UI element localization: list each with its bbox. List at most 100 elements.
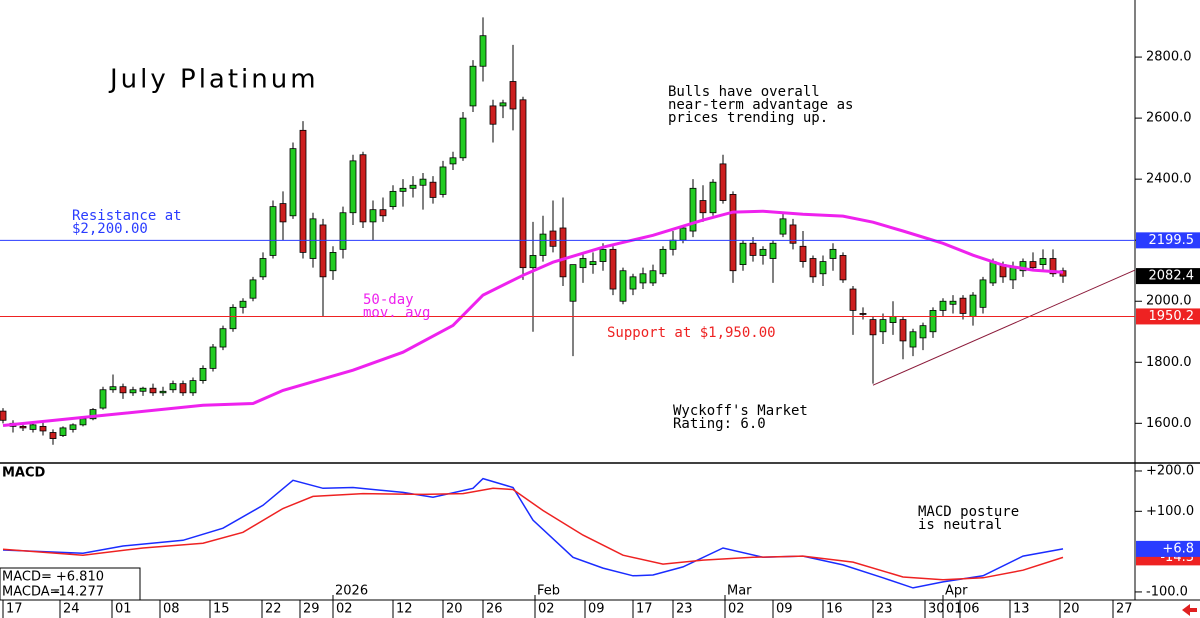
x-tick-label: 02 — [538, 602, 555, 617]
candle-body — [1009, 267, 1017, 281]
candle-body — [369, 209, 377, 223]
x-tick-label: 30 — [928, 602, 945, 617]
x-tick-label: 20 — [446, 602, 463, 617]
candle-body — [759, 248, 767, 256]
annotation-line: near-term advantage as — [668, 97, 853, 113]
x-tick-label: 23 — [876, 602, 893, 617]
x-tick-label: 01 — [946, 602, 963, 617]
candle-body — [959, 297, 967, 314]
y-tick-label: +100.0 — [1146, 504, 1194, 519]
candle-body — [179, 383, 187, 394]
candle-body — [799, 245, 807, 262]
value-marker-label: 2199.5 — [1149, 233, 1195, 248]
x-tick-label: 15 — [213, 602, 230, 617]
candle-body — [449, 157, 457, 165]
annotation-line: MACD posture — [918, 504, 1019, 520]
candle-body — [839, 255, 847, 281]
annotation-line: mov. avg — [363, 305, 430, 321]
candle-body — [949, 300, 957, 305]
annotation-line: Wyckoff's Market — [673, 403, 808, 419]
candle-body — [419, 178, 427, 186]
candle-body — [639, 273, 647, 284]
overlay-layer: 1600.01800.02000.02200.02400.02600.02800… — [2, 50, 1200, 617]
candle-body — [869, 319, 877, 336]
candle-body — [379, 209, 387, 217]
candle-body — [0, 410, 7, 421]
y-tick-label: 1800.0 — [1146, 355, 1192, 370]
candle-body — [669, 239, 677, 250]
candle-body — [219, 328, 227, 348]
candle-body — [899, 319, 907, 342]
annotation-line: Rating: 6.0 — [673, 416, 766, 432]
month-label: Apr — [945, 584, 968, 599]
x-tick-label: 13 — [1013, 602, 1030, 617]
candle-body — [1029, 261, 1037, 269]
panel-title: MACD — [2, 466, 46, 481]
candle-body — [809, 258, 817, 278]
x-tick-label: 08 — [163, 602, 180, 617]
annotation-line: prices trending up. — [668, 110, 828, 126]
candle-body — [609, 248, 617, 290]
candle-body — [159, 390, 167, 394]
candle-body — [679, 227, 687, 241]
candle-body — [389, 190, 397, 208]
candle-body — [599, 248, 607, 262]
x-tick-label: 26 — [486, 602, 503, 617]
candle-body — [969, 294, 977, 317]
candle-body — [829, 248, 837, 259]
candle-body — [249, 279, 257, 299]
readout-value: -14.277 — [54, 585, 104, 600]
candle-body — [979, 279, 987, 308]
candle-body — [99, 389, 107, 409]
readout-name: MACD= — [2, 570, 52, 585]
candle-body — [699, 200, 707, 214]
x-tick-label: 20 — [1063, 602, 1080, 617]
candle-body — [79, 418, 87, 426]
readout-name: MACDA= — [2, 585, 61, 600]
candle-body — [329, 252, 337, 272]
candle-body — [299, 129, 307, 253]
y-tick-label: 1600.0 — [1146, 416, 1192, 431]
candle-body — [109, 386, 117, 391]
scroll-arrow[interactable] — [1182, 604, 1197, 616]
candle-body — [749, 242, 757, 256]
candle-body — [739, 242, 747, 266]
y-tick-label: 2800.0 — [1146, 50, 1192, 65]
candle-body — [989, 261, 997, 284]
candle-body — [789, 224, 797, 244]
candle-body — [439, 166, 447, 195]
candle-body — [569, 264, 577, 302]
moving-average — [2, 209, 1064, 427]
x-tick-label: 09 — [776, 602, 793, 617]
candle-body — [49, 432, 57, 439]
value-marker-label: +6.8 — [1162, 541, 1194, 556]
candle-body — [19, 425, 27, 429]
candle-body — [859, 313, 867, 315]
candle-body — [909, 331, 917, 348]
x-tick-label: 17 — [6, 602, 23, 617]
x-tick-label: 06 — [963, 602, 980, 617]
annotation-line: is neutral — [918, 517, 1002, 533]
macd-line — [2, 487, 1064, 581]
candle-body — [529, 255, 537, 269]
candle-body — [1039, 258, 1047, 266]
x-tick-label: 23 — [676, 602, 693, 617]
x-tick-label: 24 — [63, 602, 80, 617]
annotation-line: $2,200.00 — [72, 221, 148, 237]
candle-body — [559, 227, 567, 278]
candle-body — [39, 425, 47, 432]
candle-body — [409, 184, 417, 189]
candle-body — [589, 261, 597, 266]
candle-body — [239, 300, 247, 308]
candle-body — [939, 300, 947, 311]
candle-body — [209, 346, 217, 369]
value-marker-label: 2082.4 — [1149, 269, 1195, 284]
candle-body — [689, 187, 697, 232]
x-tick-label: 16 — [826, 602, 843, 617]
value-marker — [1136, 268, 1200, 285]
annotation-line: Resistance at — [72, 208, 182, 224]
candle-body — [729, 194, 737, 272]
candle-body — [469, 65, 477, 107]
candle-body — [479, 35, 487, 67]
